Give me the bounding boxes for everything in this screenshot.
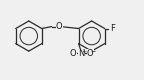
Text: F: F (110, 24, 115, 33)
Text: O: O (56, 22, 62, 31)
Text: −: − (90, 49, 96, 54)
Text: O: O (87, 49, 93, 58)
Text: O: O (70, 49, 76, 58)
Text: +: + (82, 49, 87, 54)
Text: N: N (78, 49, 84, 58)
